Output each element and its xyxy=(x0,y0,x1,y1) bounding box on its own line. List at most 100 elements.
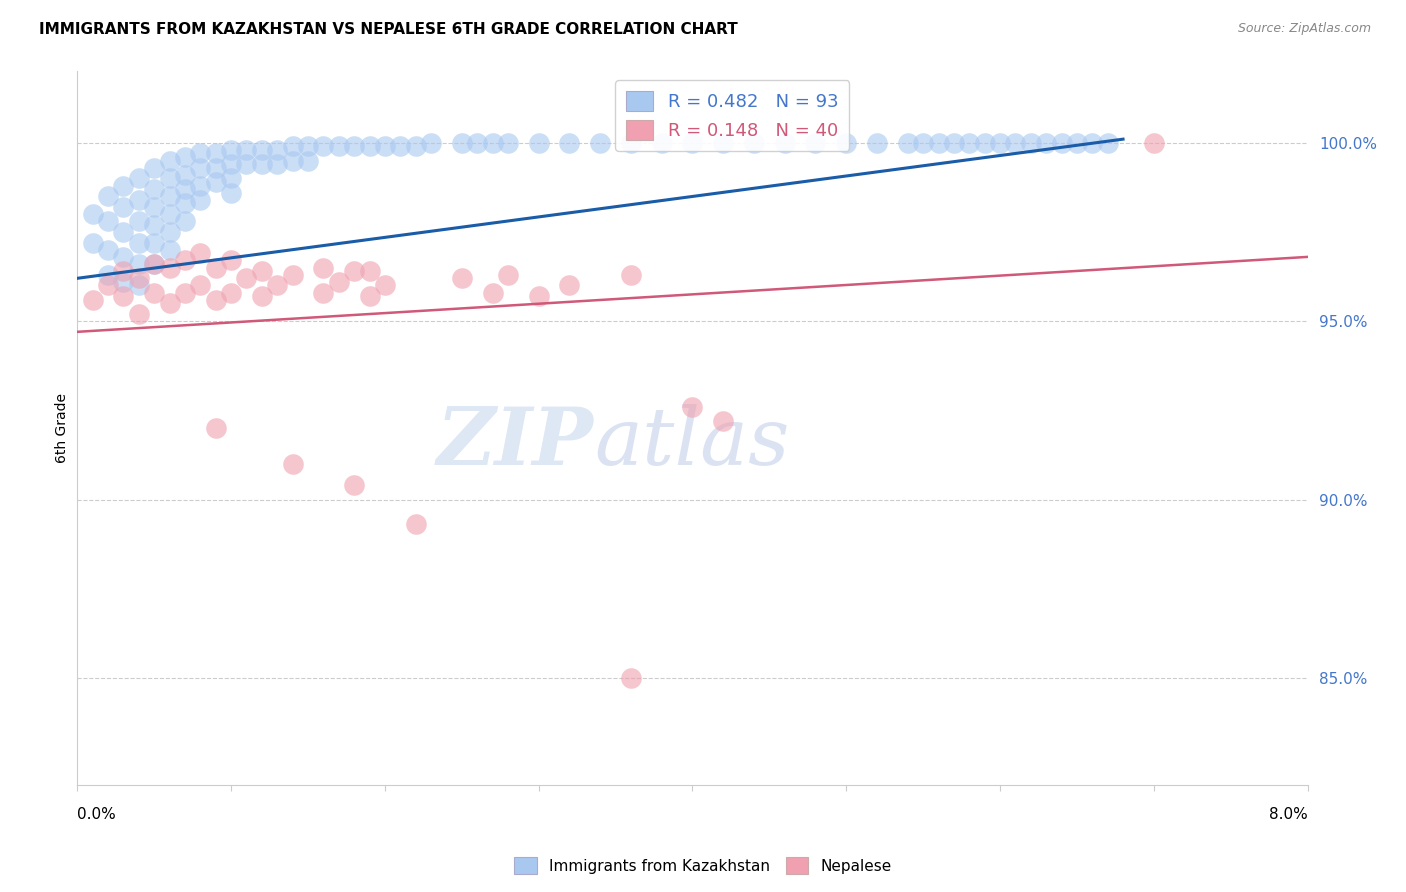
Point xyxy=(312,139,335,153)
Point xyxy=(143,182,166,196)
Point xyxy=(281,457,304,471)
Point xyxy=(159,171,181,186)
Point xyxy=(374,278,396,293)
Point xyxy=(312,285,335,300)
Point xyxy=(988,136,1011,150)
Point xyxy=(97,243,120,257)
Point xyxy=(558,136,581,150)
Point xyxy=(190,146,212,161)
Point xyxy=(204,161,226,175)
Point xyxy=(450,136,472,150)
Point xyxy=(620,136,643,150)
Point xyxy=(266,278,288,293)
Point xyxy=(1035,136,1057,150)
Point xyxy=(866,136,889,150)
Point xyxy=(112,264,135,278)
Point xyxy=(219,253,242,268)
Point xyxy=(82,207,104,221)
Point xyxy=(204,293,226,307)
Point xyxy=(128,278,150,293)
Point xyxy=(97,189,120,203)
Point xyxy=(343,478,366,492)
Point xyxy=(235,157,257,171)
Point xyxy=(312,260,335,275)
Point xyxy=(112,250,135,264)
Y-axis label: 6th Grade: 6th Grade xyxy=(55,393,69,463)
Point xyxy=(219,171,242,186)
Point xyxy=(174,168,197,182)
Point xyxy=(143,200,166,214)
Point xyxy=(682,136,704,150)
Point xyxy=(835,136,858,150)
Point xyxy=(1143,136,1166,150)
Text: atlas: atlas xyxy=(595,404,789,481)
Point xyxy=(112,289,135,303)
Point xyxy=(1019,136,1042,150)
Point xyxy=(928,136,950,150)
Point xyxy=(682,400,704,414)
Point xyxy=(204,421,226,435)
Point xyxy=(235,271,257,285)
Point xyxy=(219,157,242,171)
Point xyxy=(128,171,150,186)
Point xyxy=(620,268,643,282)
Point xyxy=(957,136,980,150)
Point xyxy=(1097,136,1119,150)
Point xyxy=(82,293,104,307)
Point xyxy=(174,150,197,164)
Point xyxy=(174,182,197,196)
Point xyxy=(128,193,150,207)
Point xyxy=(527,289,550,303)
Point xyxy=(174,285,197,300)
Point xyxy=(190,278,212,293)
Point xyxy=(190,193,212,207)
Point xyxy=(266,157,288,171)
Point xyxy=(281,139,304,153)
Point xyxy=(190,161,212,175)
Point xyxy=(359,264,381,278)
Text: 8.0%: 8.0% xyxy=(1268,807,1308,822)
Point xyxy=(128,235,150,250)
Legend: R = 0.482   N = 93, R = 0.148   N = 40: R = 0.482 N = 93, R = 0.148 N = 40 xyxy=(616,80,849,151)
Point xyxy=(143,257,166,271)
Point xyxy=(204,260,226,275)
Point xyxy=(420,136,443,150)
Point xyxy=(281,268,304,282)
Point xyxy=(219,186,242,200)
Point xyxy=(973,136,995,150)
Point xyxy=(112,225,135,239)
Point xyxy=(250,264,273,278)
Point xyxy=(450,271,472,285)
Point xyxy=(159,260,181,275)
Point xyxy=(143,235,166,250)
Point xyxy=(128,271,150,285)
Point xyxy=(97,268,120,282)
Point xyxy=(465,136,488,150)
Point xyxy=(481,136,503,150)
Text: ZIP: ZIP xyxy=(437,404,595,481)
Legend: Immigrants from Kazakhstan, Nepalese: Immigrants from Kazakhstan, Nepalese xyxy=(508,851,898,880)
Point xyxy=(174,214,197,228)
Point xyxy=(128,257,150,271)
Point xyxy=(82,235,104,250)
Point xyxy=(405,517,427,532)
Point xyxy=(159,207,181,221)
Point xyxy=(359,139,381,153)
Point xyxy=(250,143,273,157)
Point xyxy=(281,153,304,168)
Point xyxy=(328,275,350,289)
Point xyxy=(297,139,319,153)
Point xyxy=(219,143,242,157)
Point xyxy=(1004,136,1026,150)
Point xyxy=(159,189,181,203)
Point xyxy=(942,136,965,150)
Point xyxy=(190,178,212,193)
Point xyxy=(128,214,150,228)
Point xyxy=(250,289,273,303)
Point xyxy=(1050,136,1073,150)
Point xyxy=(159,225,181,239)
Point xyxy=(159,243,181,257)
Point xyxy=(359,289,381,303)
Point xyxy=(297,153,319,168)
Point xyxy=(328,139,350,153)
